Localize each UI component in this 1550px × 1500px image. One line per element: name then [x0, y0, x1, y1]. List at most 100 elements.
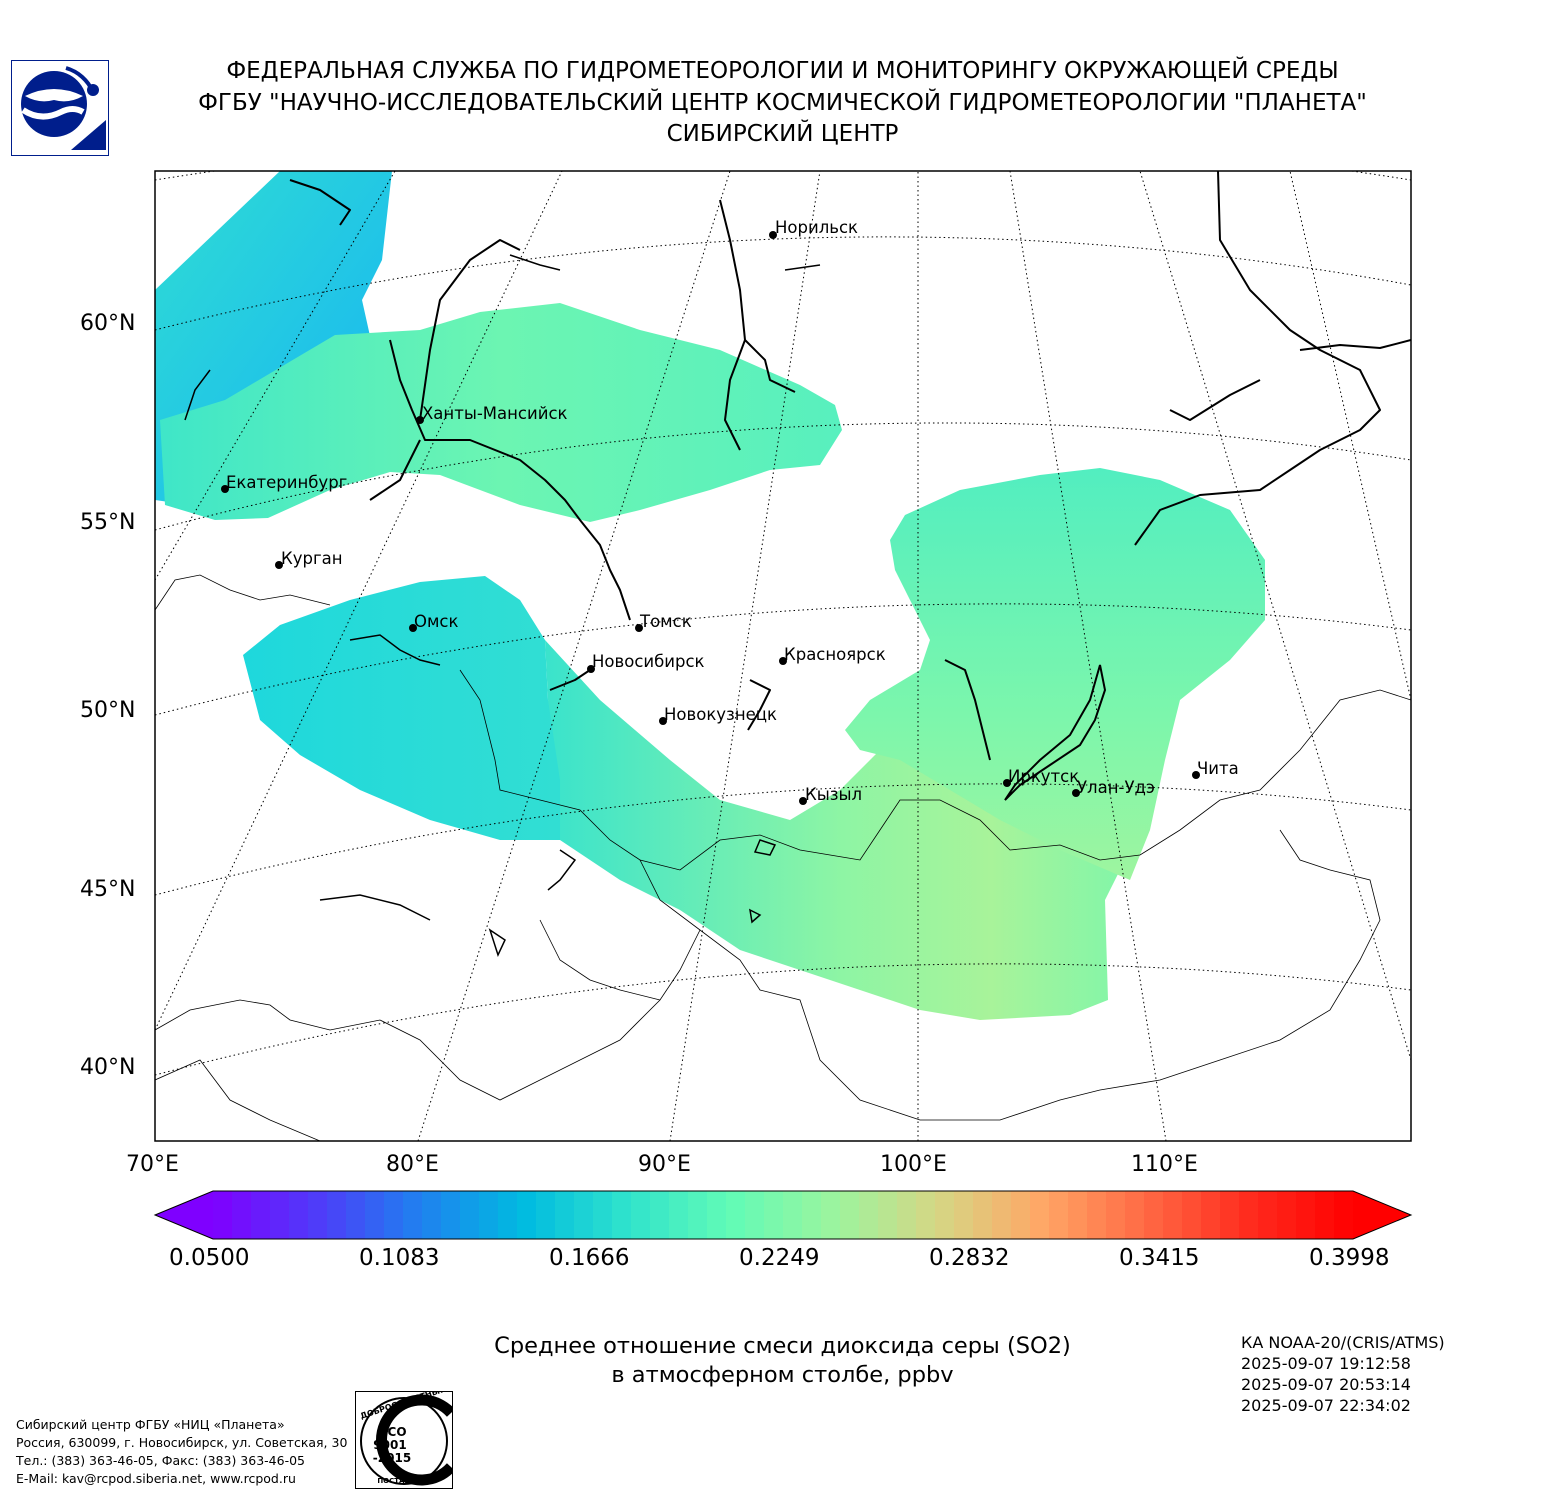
city-label-krasnoyarsk: Красноярск	[784, 645, 886, 664]
satellite-time-2: 2025-09-07 20:53:14	[1241, 1375, 1411, 1394]
colorbar-segment	[1011, 1191, 1031, 1239]
colorbar-segment	[878, 1191, 898, 1239]
colorbar-segment	[1277, 1191, 1297, 1239]
colorbar-segment	[498, 1191, 518, 1239]
colorbar-segment	[992, 1191, 1012, 1239]
colorbar-tick-4: 0.2832	[929, 1245, 1010, 1271]
satellite-time-1: 2025-09-07 19:12:58	[1241, 1354, 1411, 1373]
colorbar-segment	[593, 1191, 613, 1239]
city-dot-omsk	[409, 624, 417, 632]
svg-text:-2015: -2015	[373, 1451, 411, 1465]
city-label-norilsk: Норильск	[775, 218, 859, 237]
city-dot-khanty-mansiysk	[416, 416, 424, 424]
city-dot-kyzyl	[799, 797, 807, 805]
colorbar-segment	[422, 1191, 442, 1239]
colorbar-tick-3: 0.2249	[739, 1245, 820, 1271]
city-label-ekaterinburg: Екатеринбург	[226, 473, 348, 492]
colorbar-segment	[726, 1191, 746, 1239]
colorbar-segment	[631, 1191, 651, 1239]
colorbar-tick-2: 0.1666	[549, 1245, 630, 1271]
colorbar-segment	[1296, 1191, 1316, 1239]
colorbar-segment	[232, 1191, 252, 1239]
colorbar-segment	[745, 1191, 765, 1239]
svg-text:ПОСТАВЩИК: ПОСТАВЩИК	[377, 1477, 431, 1485]
colorbar-segment	[954, 1191, 974, 1239]
city-dot-ekaterinburg	[221, 485, 229, 493]
colorbar-segment	[536, 1191, 556, 1239]
header-line-1: ФЕДЕРАЛЬНАЯ СЛУЖБА ПО ГИДРОМЕТЕОРОЛОГИИ …	[226, 58, 1339, 84]
header-line-3: СИБИРСКИЙ ЦЕНТР	[666, 121, 899, 147]
colorbar-segment	[251, 1191, 271, 1239]
colorbar	[153, 1190, 1413, 1240]
colorbar-segment	[517, 1191, 537, 1239]
lat-label-60: 60°N	[80, 311, 136, 336]
colorbar-segment	[916, 1191, 936, 1239]
colorbar-segment	[1182, 1191, 1202, 1239]
svg-text:9001: 9001	[373, 1438, 406, 1452]
lon-label-80: 80°E	[386, 1152, 439, 1177]
colorbar-segment	[384, 1191, 404, 1239]
colorbar-segment	[289, 1191, 309, 1239]
lat-label-40: 40°N	[80, 1055, 136, 1080]
city-label-khanty-mansiysk: Ханты-Мансийск	[422, 404, 568, 423]
svg-text:ИСО: ИСО	[377, 1425, 406, 1439]
city-label-tomsk: Томск	[640, 612, 692, 631]
footer-phone: Тел.: (383) 363-46-05, Факс: (383) 363-4…	[16, 1453, 306, 1468]
colorbar-segment	[1201, 1191, 1221, 1239]
colorbar-segment	[707, 1191, 727, 1239]
colorbar-segment	[783, 1191, 803, 1239]
iso-certification-badge: ДОБРОСОВЕСТНЫЙ ИСО 9001 -2015 ПОСТАВЩИК	[355, 1391, 453, 1489]
colorbar-segment	[688, 1191, 708, 1239]
colorbar-segment	[1239, 1191, 1259, 1239]
colorbar-outline	[153, 1190, 1413, 1240]
footer-org: Сибирский центр ФГБУ «НИЦ «Планета»	[16, 1417, 285, 1432]
colorbar-extend-max	[1353, 1191, 1411, 1239]
planeta-logo	[11, 60, 109, 156]
colorbar-segment	[1125, 1191, 1145, 1239]
colorbar-segment	[897, 1191, 917, 1239]
colorbar-segment	[270, 1191, 290, 1239]
city-label-chita: Чита	[1197, 759, 1239, 778]
colorbar-segment	[1030, 1191, 1050, 1239]
satellite-name: КА NOAA-20/(CRIS/ATMS)	[1241, 1333, 1445, 1352]
city-label-ulan-ude: Улан-Удэ	[1077, 778, 1155, 797]
colorbar-segment	[555, 1191, 575, 1239]
colorbar-segment	[1163, 1191, 1183, 1239]
lon-label-110: 110°E	[1131, 1152, 1198, 1177]
lat-label-50: 50°N	[80, 698, 136, 723]
city-label-novokuznetsk: Новокузнецк	[664, 705, 777, 724]
colorbar-segment	[612, 1191, 632, 1239]
caption-line-2: в атмосферном столбе, ppbv	[611, 1362, 954, 1388]
colorbar-segment	[650, 1191, 670, 1239]
colorbar-segment	[764, 1191, 784, 1239]
satellite-time-3: 2025-09-07 22:34:02	[1241, 1396, 1411, 1415]
city-label-omsk: Омск	[414, 612, 459, 631]
colorbar-segment	[460, 1191, 480, 1239]
header-line-2: ФГБУ "НАУЧНО-ИССЛЕДОВАТЕЛЬСКИЙ ЦЕНТР КОС…	[198, 90, 1367, 116]
colorbar-tick-0: 0.0500	[169, 1245, 250, 1271]
colorbar-segment	[802, 1191, 822, 1239]
footer-address: Россия, 630099, г. Новосибирск, ул. Сове…	[16, 1435, 348, 1450]
lon-label-70: 70°E	[126, 1152, 179, 1177]
lat-label-45: 45°N	[80, 877, 136, 902]
city-label-novosibirsk: Новосибирск	[592, 652, 705, 671]
city-label-kurgan: Курган	[281, 549, 343, 568]
lon-label-100: 100°E	[880, 1152, 947, 1177]
lat-label-55: 55°N	[80, 510, 136, 535]
colorbar-tick-5: 0.3415	[1119, 1245, 1200, 1271]
colorbar-segment	[1315, 1191, 1335, 1239]
city-dot-chita	[1192, 771, 1200, 779]
colorbar-segment	[669, 1191, 689, 1239]
city-dot-irkutsk	[1003, 779, 1011, 787]
borders	[155, 574, 1411, 1141]
so2-field-east	[845, 468, 1265, 880]
colorbar-segment	[1106, 1191, 1126, 1239]
colorbar-segment	[346, 1191, 366, 1239]
colorbar-extend-min	[155, 1191, 213, 1239]
colorbar-segment	[327, 1191, 347, 1239]
colorbar-segment	[479, 1191, 499, 1239]
city-dot-tomsk	[635, 624, 643, 632]
colorbar-segment	[973, 1191, 993, 1239]
so2-field-north	[160, 303, 842, 522]
